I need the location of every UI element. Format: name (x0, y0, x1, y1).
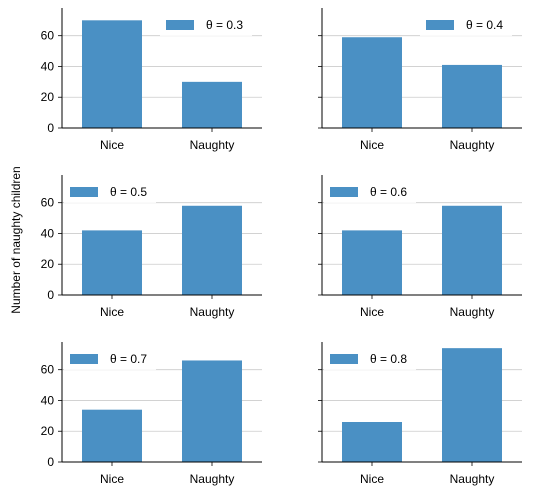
legend: θ = 0.5 (64, 181, 156, 203)
legend-label: θ = 0.6 (370, 185, 407, 199)
x-tick-label: Nice (100, 305, 124, 319)
bar-naughty (442, 64, 502, 128)
bar-nice (342, 37, 402, 128)
legend: θ = 0.7 (64, 348, 156, 370)
legend-frame (420, 14, 512, 36)
figure-y-axis-label: Number of naughty children (9, 166, 23, 313)
bar-naughty (182, 205, 242, 295)
y-tick-label: 20 (41, 90, 55, 104)
legend-frame (324, 348, 416, 370)
y-tick-label: 0 (47, 121, 54, 135)
legend-frame (160, 14, 252, 36)
y-tick-label: 60 (41, 29, 55, 43)
subplot-6: Nice Naughty θ = 0.8 (318, 342, 522, 486)
x-tick-label: Naughty (450, 472, 495, 486)
bar-nice (82, 20, 142, 128)
legend-swatch (70, 354, 98, 364)
bar-naughty (182, 81, 242, 128)
y-tick-label: 20 (41, 424, 55, 438)
y-tick-label: 0 (47, 455, 54, 469)
subplot-3: Nice Naughty 0 20 40 60 θ = 0.5 (41, 175, 262, 319)
x-tick-label: Nice (360, 138, 384, 152)
y-tick-label: 20 (41, 257, 55, 271)
legend-swatch (166, 20, 194, 30)
legend-label: θ = 0.8 (370, 352, 407, 366)
legend: θ = 0.6 (324, 181, 416, 203)
x-tick-label: Naughty (190, 138, 235, 152)
legend-swatch (330, 354, 358, 364)
bar-nice (342, 230, 402, 295)
x-tick-label: Nice (360, 472, 384, 486)
legend: θ = 0.3 (160, 14, 252, 36)
bar-nice (342, 422, 402, 462)
subplot-2: Nice Naughty θ = 0.4 (318, 8, 522, 152)
legend-label: θ = 0.7 (110, 352, 147, 366)
legend-frame (64, 181, 156, 203)
y-tick-label: 40 (41, 59, 55, 73)
y-tick-label: 0 (47, 288, 54, 302)
x-tick-label: Naughty (450, 138, 495, 152)
y-tick-label: 40 (41, 393, 55, 407)
y-tick-label: 40 (41, 226, 55, 240)
x-tick-label: Nice (360, 305, 384, 319)
bar-naughty (182, 360, 242, 462)
x-tick-label: Nice (100, 472, 124, 486)
bar-naughty (442, 205, 502, 295)
y-tick-label: 60 (41, 196, 55, 210)
bar-nice (82, 230, 142, 295)
x-tick-label: Naughty (450, 305, 495, 319)
x-tick-label: Naughty (190, 305, 235, 319)
subplot-5: Nice Naughty 0 20 40 60 θ = 0.7 (41, 342, 262, 486)
subplot-1: Nice Naughty 0 20 40 60 θ = 0.3 (41, 8, 262, 152)
legend: θ = 0.8 (324, 348, 416, 370)
legend: θ = 0.4 (420, 14, 512, 36)
legend-label: θ = 0.5 (110, 185, 147, 199)
bar-nice (82, 409, 142, 462)
legend-swatch (70, 187, 98, 197)
legend-frame (64, 348, 156, 370)
y-tick-label: 60 (41, 363, 55, 377)
subplot-4: Nice Naughty θ = 0.6 (318, 175, 522, 319)
legend-swatch (330, 187, 358, 197)
legend-label: θ = 0.4 (466, 18, 503, 32)
bar-naughty (442, 348, 502, 462)
legend-frame (324, 181, 416, 203)
legend-swatch (426, 20, 454, 30)
legend-label: θ = 0.3 (206, 18, 243, 32)
x-tick-label: Nice (100, 138, 124, 152)
x-tick-label: Naughty (190, 472, 235, 486)
